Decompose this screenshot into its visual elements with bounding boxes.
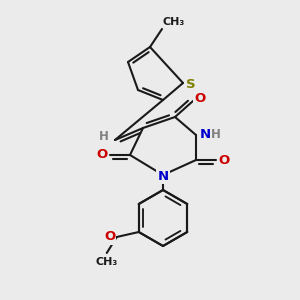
Text: N: N (158, 169, 169, 182)
Text: CH₃: CH₃ (96, 257, 118, 267)
Text: CH₃: CH₃ (163, 17, 185, 27)
Text: H: H (99, 130, 109, 143)
Text: S: S (186, 79, 196, 92)
Text: O: O (104, 230, 116, 244)
Text: O: O (218, 154, 230, 166)
Text: N: N (200, 128, 211, 142)
Text: O: O (96, 148, 108, 161)
Text: O: O (194, 92, 206, 106)
Text: H: H (211, 128, 221, 142)
